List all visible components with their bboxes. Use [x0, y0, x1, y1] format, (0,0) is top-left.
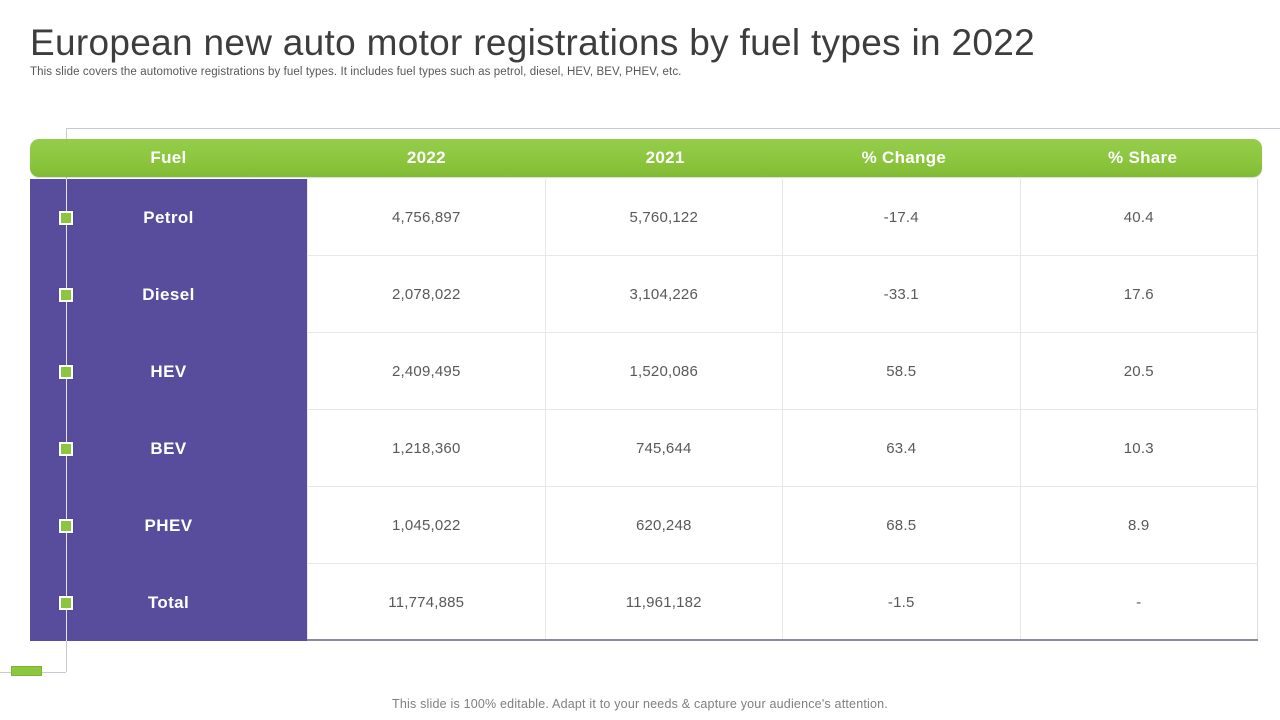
column-header-share: % Share — [1108, 148, 1178, 167]
table-cell: 1,218,360 — [307, 410, 545, 487]
table-cell: 3,104,226 — [544, 256, 782, 333]
row-label: HEV — [150, 361, 187, 381]
row-label: PHEV — [144, 515, 193, 535]
green-dash-accent — [11, 666, 42, 676]
table-row: BEV 1,218,360 745,644 63.4 10.3 — [30, 410, 1258, 487]
table-cell: 68.5 — [782, 487, 1020, 564]
table-cell: -17.4 — [782, 179, 1020, 256]
table-cell: 11,774,885 — [307, 564, 545, 641]
table-cell: 63.4 — [782, 410, 1020, 487]
fuel-registrations-table: Petrol 4,756,897 5,760,122 -17.4 40.4 Diesel 2… — [30, 179, 1258, 641]
footer-note: This slide is 100% editable. Adapt it to… — [392, 697, 888, 711]
row-label-cell: Diesel — [30, 256, 307, 333]
table-cell: 10.3 — [1019, 410, 1258, 487]
row-label-cell: PHEV — [30, 487, 307, 564]
table-bottom-border — [307, 639, 1258, 641]
row-marker-icon — [59, 441, 73, 456]
row-marker-icon — [59, 210, 73, 225]
table-cell: 2,078,022 — [307, 256, 545, 333]
table-cell: 2,409,495 — [307, 333, 545, 410]
table-cell: 8.9 — [1019, 487, 1258, 564]
row-label-cell: Petrol — [30, 179, 307, 256]
table-cell: 4,756,897 — [307, 179, 545, 256]
column-header-2022: 2022 — [406, 148, 446, 167]
column-header-fuel: Fuel — [150, 148, 187, 167]
row-label: Petrol — [143, 207, 194, 227]
row-label-cell: BEV — [30, 410, 307, 487]
column-header-change: % Change — [861, 148, 947, 167]
row-marker-icon — [59, 287, 73, 302]
table-cell: 58.5 — [782, 333, 1020, 410]
table-row: PHEV 1,045,022 620,248 68.5 8.9 — [30, 487, 1258, 564]
row-marker-icon — [59, 518, 73, 533]
page-title: European new auto motor registrations by… — [30, 22, 1035, 63]
page-subtitle: This slide covers the automotive registr… — [30, 66, 682, 78]
table-cell: - — [1019, 564, 1258, 641]
row-label: BEV — [150, 438, 187, 458]
table-cell: 745,644 — [544, 410, 782, 487]
row-marker-icon — [59, 595, 73, 610]
row-label: Total — [147, 592, 190, 612]
table-cell: -1.5 — [782, 564, 1020, 641]
table-cell: -33.1 — [782, 256, 1020, 333]
table-cell: 620,248 — [544, 487, 782, 564]
table-row: Total 11,774,885 11,961,182 -1.5- — [30, 564, 1258, 641]
row-label-cell: Total — [30, 564, 307, 641]
row-marker-icon — [59, 364, 73, 379]
table-row: HEV 2,409,495 1,520,086 58.5 20.5 — [30, 333, 1258, 410]
row-label-cell: HEV — [30, 333, 307, 410]
row-label: Diesel — [142, 284, 195, 304]
table-cell: 5,760,122 — [544, 179, 782, 256]
column-header-2021: 2021 — [645, 148, 685, 167]
table-header-row: Fuel 2022 2021 % Change % Share — [30, 139, 1262, 177]
table-cell: 11,961,182 — [544, 564, 783, 641]
table-cell: 1,520,086 — [544, 333, 782, 410]
table-row: Petrol 4,756,897 5,760,122 -17.4 40.4 — [30, 179, 1258, 256]
table-row: Diesel 2,078,022 3,104,226 -33.1 17.6 — [30, 256, 1258, 333]
table-cell: 20.5 — [1019, 333, 1258, 410]
table-cell: 1,045,022 — [307, 487, 545, 564]
table-cell: 40.4 — [1019, 179, 1258, 256]
connector-line-top — [66, 128, 1280, 129]
table-cell: 17.6 — [1019, 256, 1258, 333]
